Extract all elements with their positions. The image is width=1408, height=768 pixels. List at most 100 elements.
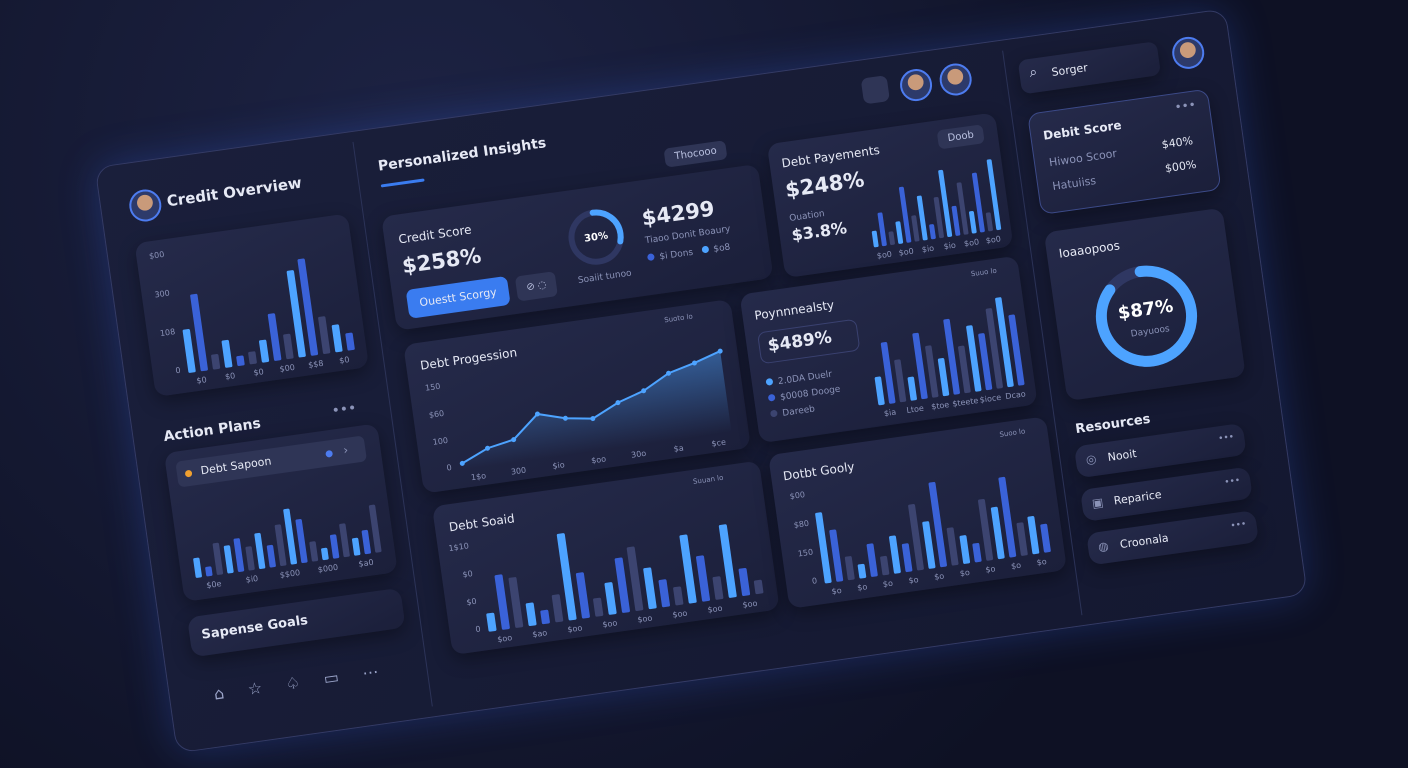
settings-button[interactable]: [860, 75, 890, 105]
bar: [283, 508, 298, 565]
bar: [494, 574, 510, 630]
bar: [959, 535, 971, 564]
search-icon: ⌕: [1028, 64, 1039, 82]
x-tick-label: $oo: [672, 609, 688, 620]
y-tick-label: 150: [797, 547, 813, 558]
sidebar-title: Credit Overview: [165, 173, 303, 211]
bar: [267, 313, 282, 361]
row-label: Hiwoo Scoor: [1048, 146, 1118, 170]
y-tick-label: 0: [175, 366, 181, 376]
action-item-label: Debt Sapoon: [199, 454, 273, 478]
bar: [551, 594, 564, 623]
donut-label: 30%: [584, 230, 609, 244]
goals-card[interactable]: Sapense Goals: [187, 587, 406, 658]
bar: [508, 577, 524, 628]
bar: [889, 535, 901, 574]
point: [590, 416, 596, 422]
payments-value: $248%: [783, 167, 866, 203]
bar: [190, 293, 208, 372]
card-menu[interactable]: Suuan lo: [692, 473, 724, 486]
x-tick-label: $teete: [952, 396, 979, 409]
bottom-nav[interactable]: ⌂☆♤▭⋯: [212, 658, 404, 704]
filter-button[interactable]: Thocooo: [663, 140, 728, 168]
bar: [283, 333, 294, 360]
avatar[interactable]: [937, 61, 974, 98]
x-tick-label: $ce: [711, 438, 727, 449]
debt-payments-card: Debt Payements $248% Ouation $3.8% Doob …: [766, 112, 1014, 279]
soaid-chart: 1$10 $0 $0 0 $oo $ao $oo $oo $oo $oo $oo $oo: [448, 524, 764, 644]
point: [641, 388, 647, 394]
avatar[interactable]: [897, 66, 935, 104]
card-menu[interactable]: Suoo lo: [998, 427, 1026, 439]
bar: [331, 324, 343, 353]
x-tick-label: $oo: [602, 618, 618, 629]
card-menu[interactable]: Suoto lo: [663, 312, 694, 325]
bar: [901, 543, 913, 573]
donut-arc: [1095, 265, 1198, 367]
bar: [977, 498, 994, 561]
point: [485, 445, 491, 451]
bar: [556, 533, 577, 621]
bar: [212, 542, 224, 575]
avatar[interactable]: [1170, 34, 1207, 71]
bar: [871, 230, 879, 248]
menu-dots[interactable]: •••: [330, 400, 358, 420]
x-tick-label: $o0: [985, 234, 1001, 245]
bar: [738, 567, 751, 597]
bar: [951, 205, 961, 236]
bar: [486, 612, 497, 632]
bar: [182, 328, 196, 373]
bar: [908, 503, 924, 571]
card-title: Credit Score: [397, 222, 473, 247]
bar: [1040, 523, 1051, 553]
x-tick-label: $ia: [883, 408, 896, 419]
poynnnealsty-chart: $ia Ltoe $toe $teete $ioce Dcao: [874, 297, 1027, 419]
bar: [309, 541, 319, 562]
x-tick-label: $o: [934, 571, 945, 581]
x-tick-label: $io: [552, 460, 565, 471]
bar: [898, 186, 912, 243]
bar: [995, 297, 1014, 388]
bar: [956, 182, 969, 235]
resource-item[interactable]: ◍ Croonala •••: [1086, 510, 1259, 566]
x-tick-label: $o: [831, 586, 842, 596]
overview-chart: $00 300 108 0 $0 $0 $0 $00 $$8 $0: [149, 250, 355, 386]
bar: [626, 546, 644, 612]
score-donut: 30%: [568, 209, 624, 265]
status-dot: [325, 449, 334, 458]
x-tick-label: 1$o: [470, 471, 486, 482]
x-tick-label: Dcao: [1005, 389, 1027, 401]
row-value: $00%: [1164, 157, 1198, 176]
x-tick-label: $o: [1036, 557, 1047, 567]
bar: [990, 506, 1005, 560]
bar: [894, 359, 907, 403]
search-box[interactable]: ⌕ Sorger: [1017, 41, 1162, 95]
bar: [946, 527, 959, 566]
point: [534, 411, 540, 417]
y-tick-label: $0: [466, 597, 477, 607]
avatar[interactable]: [127, 187, 164, 224]
bar: [925, 345, 939, 398]
progression-chart: 150 $60 100 0 1$o 300 $io $oo 30o $a $ce: [425, 348, 732, 482]
y-tick-label: $60: [428, 409, 444, 420]
small-button[interactable]: Doob: [936, 124, 986, 150]
x-tick-label: $$00: [279, 568, 300, 580]
card-menu[interactable]: Suuo lo: [970, 266, 998, 279]
bar: [985, 308, 1003, 389]
bar: [351, 537, 361, 556]
icon-button[interactable]: ⊘ ◌: [514, 271, 559, 302]
bar: [907, 376, 917, 401]
x-tick-label: $00: [279, 363, 295, 374]
menu-dots[interactable]: •••: [1173, 97, 1197, 115]
overview-chart-card: $00 300 108 0 $0 $0 $0 $00 $$8 $0: [134, 213, 369, 397]
gooly-chart: $00 $80 150 0 $o $o $o $o $o $o $o $o $o: [789, 476, 1051, 596]
primary-button[interactable]: Ouestt Scorgy: [405, 275, 511, 319]
bar: [888, 231, 895, 246]
y-tick-label: 300: [154, 288, 170, 299]
x-tick-label: $o: [882, 579, 893, 589]
bar: [223, 545, 234, 574]
bar: [245, 546, 255, 571]
x-tick-label: $o: [985, 564, 996, 574]
donut-arc: [568, 209, 624, 265]
